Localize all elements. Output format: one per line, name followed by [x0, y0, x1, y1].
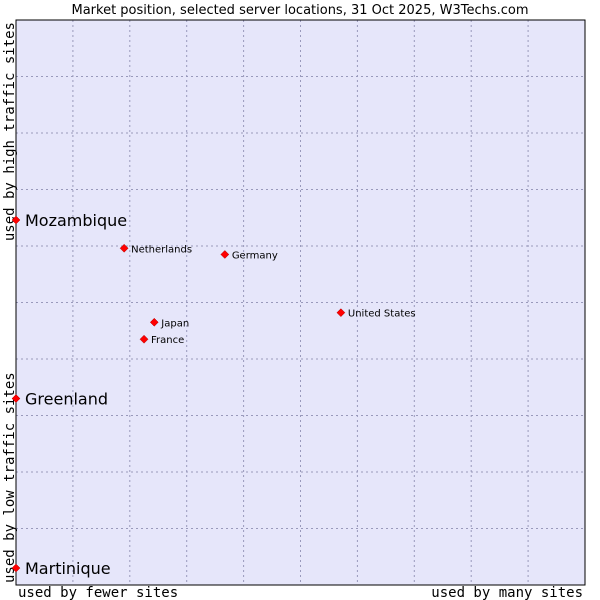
x-axis-label-low: used by fewer sites [18, 585, 178, 600]
point-label-germany: Germany [232, 250, 278, 261]
point-marker-martinique [11, 563, 21, 573]
x-axis-label-high: used by many sites [431, 585, 583, 600]
point-marker-greenland [11, 394, 21, 403]
point-label-united-states: United States [348, 309, 416, 320]
point-label-japan: Japan [160, 318, 189, 329]
point-marker-mozambique [11, 215, 21, 225]
point-label-france: France [151, 335, 184, 346]
plot-frame [15, 19, 586, 586]
y-axis-label-high: used by high traffic sites [2, 22, 18, 241]
point-marker-france [139, 334, 149, 344]
point-label-netherlands: Netherlands [131, 244, 192, 255]
point-marker-germany [220, 250, 230, 259]
point-label-martinique: Martinique [25, 559, 111, 578]
data-points: Mozambique Netherlands Germany United State… [11, 211, 416, 578]
chart-title: Market position, selected server locatio… [71, 3, 528, 18]
point-marker-united-states [336, 308, 346, 318]
point-label-greenland: Greenland [25, 390, 108, 409]
point-label-mozambique: Mozambique [25, 211, 127, 230]
grid-lines [16, 20, 585, 585]
point-marker-japan [149, 317, 159, 327]
point-marker-netherlands [119, 243, 129, 253]
y-axis-label-low: used by low traffic sites [2, 372, 18, 583]
